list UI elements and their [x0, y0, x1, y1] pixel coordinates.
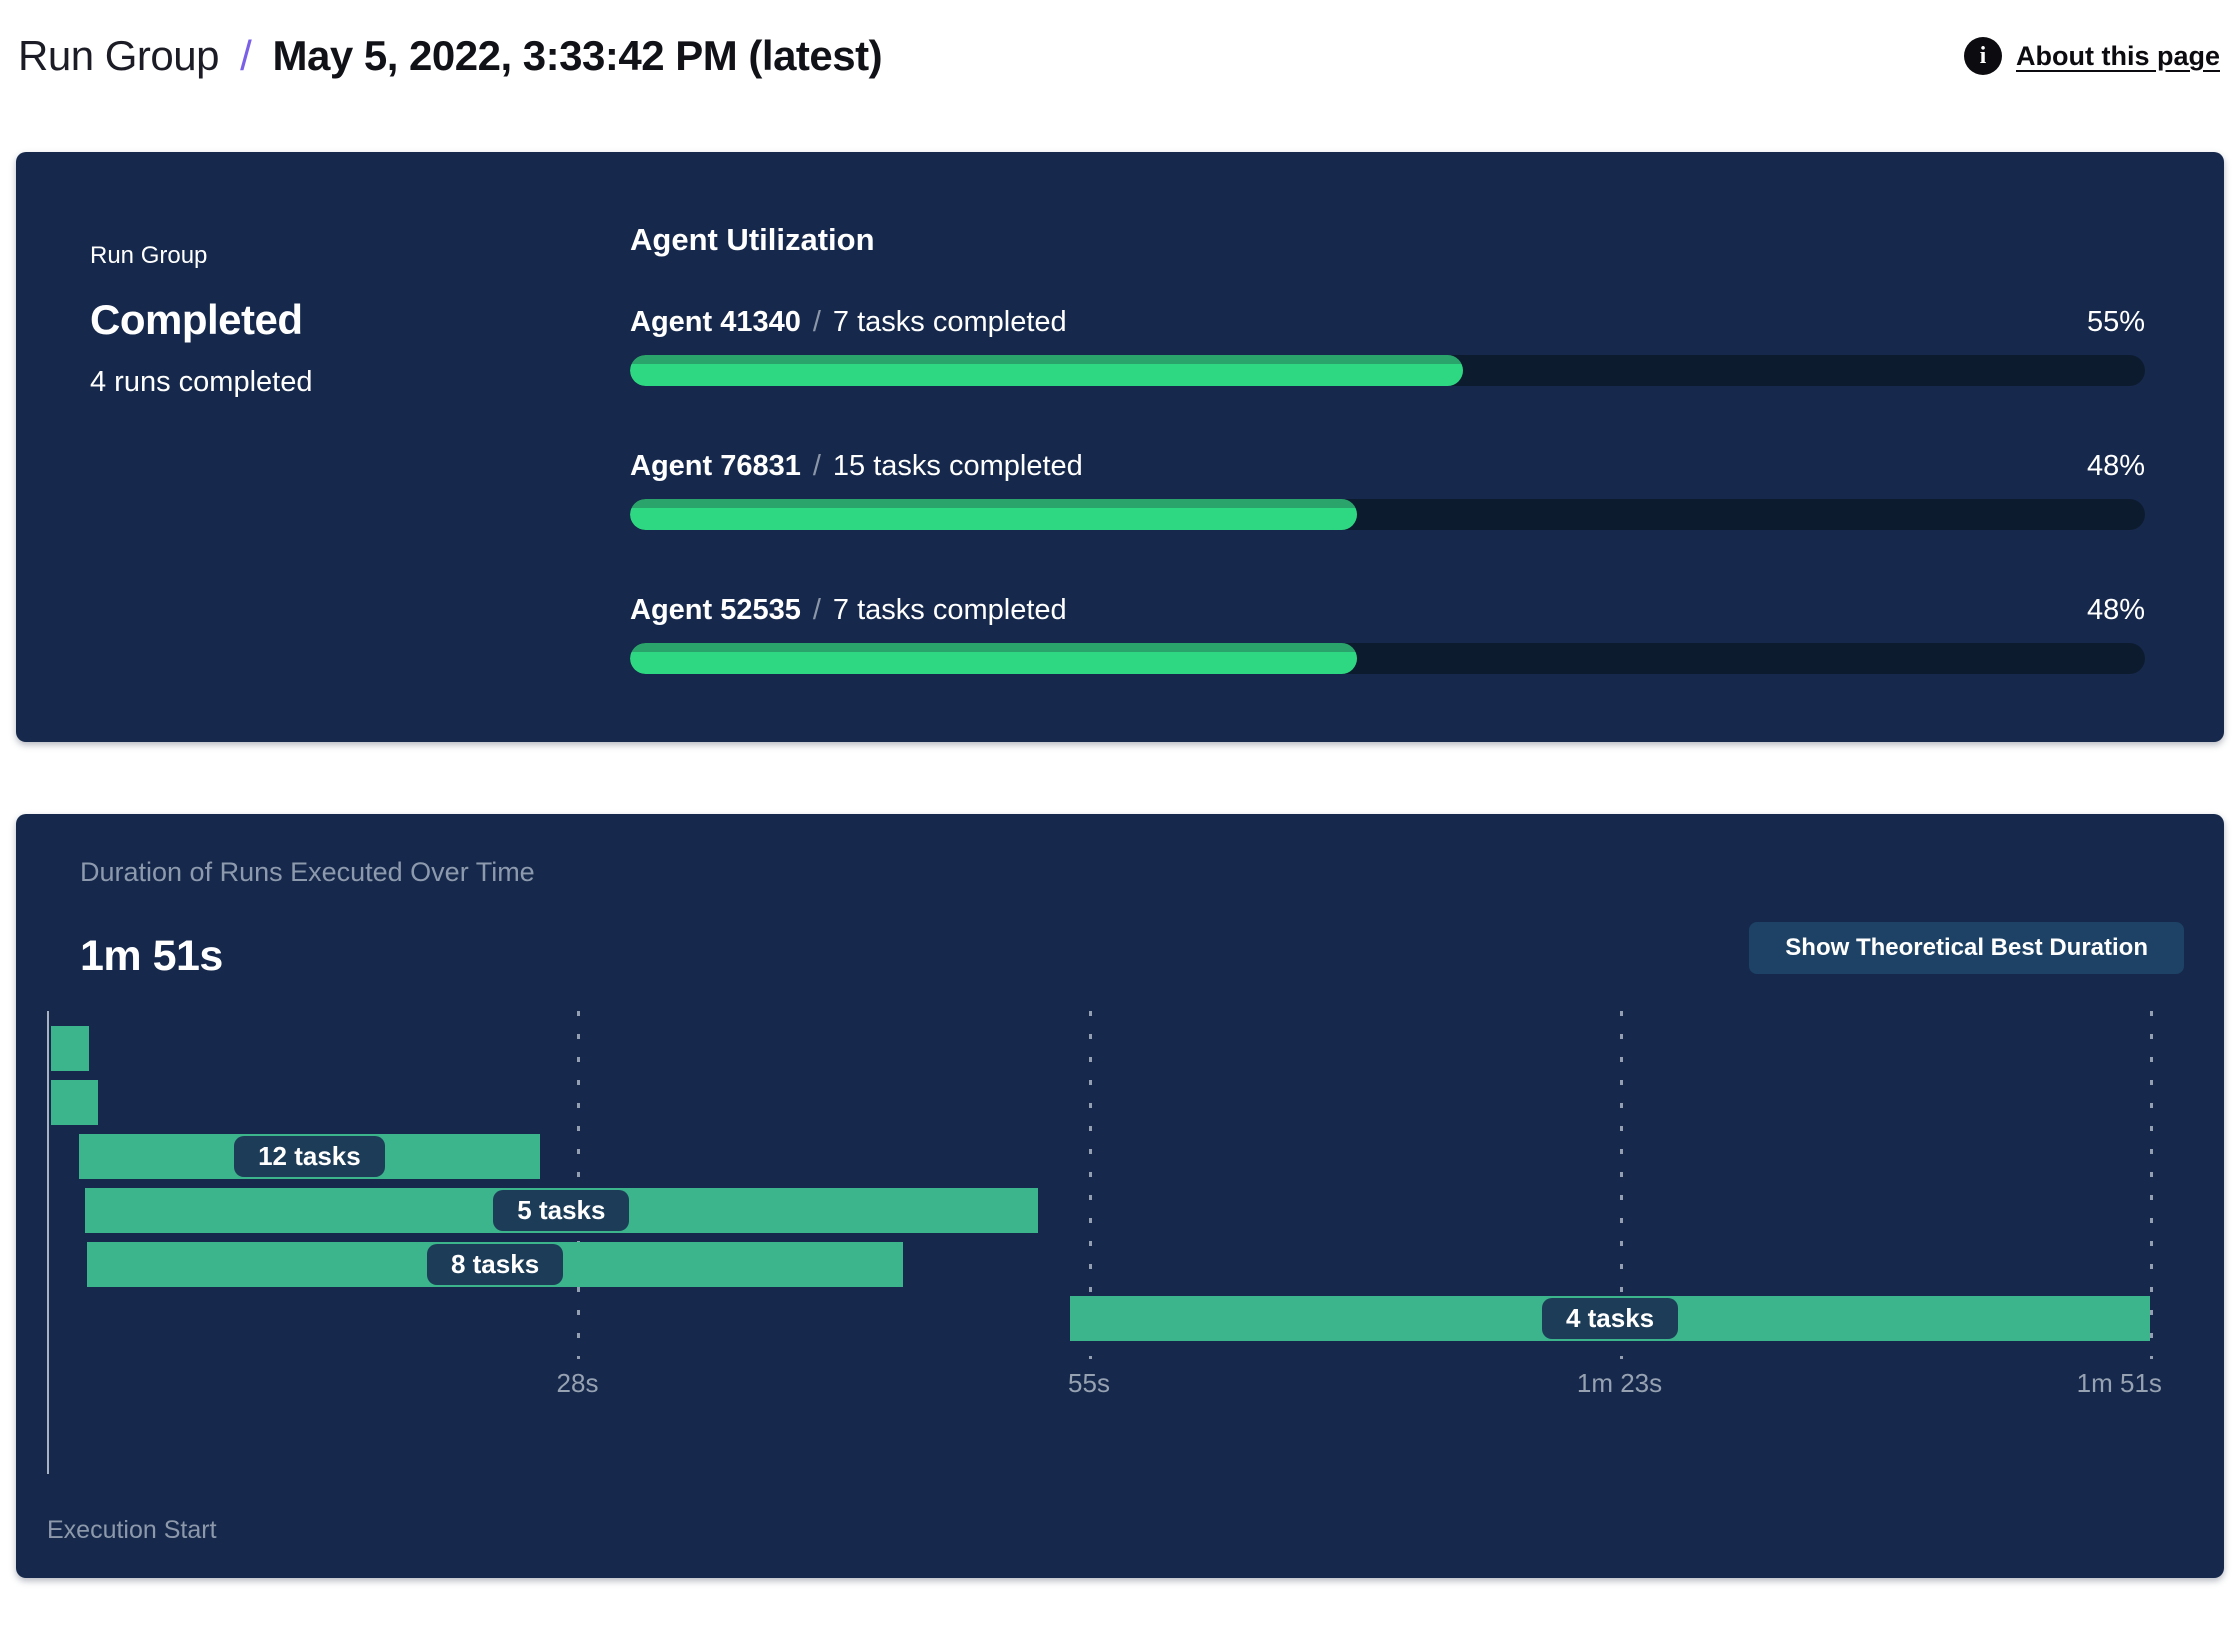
gridline-1m51s [2150, 1011, 2153, 1359]
tick-label: 1m 51s [2076, 1368, 2162, 1398]
agent-progress-track [630, 643, 2145, 674]
about-link[interactable]: i About this page [1964, 37, 2220, 75]
tick-label: 55s [1068, 1368, 1110, 1398]
task-count-pill: 4 tasks [1541, 1298, 1679, 1339]
gantt-bar: 5 tasks [84, 1188, 1038, 1233]
agent-tasks: 15 tasks completed [832, 450, 1083, 482]
run-group-summary-panel: Run Group Completed 4 runs completed Age… [16, 152, 2224, 742]
page-header: Run Group / May 5, 2022, 3:33:42 PM (lat… [0, 0, 2240, 96]
agent-separator: / [812, 306, 821, 338]
task-count-pill: 12 tasks [234, 1136, 385, 1177]
agent-utilization-section: Agent Utilization Agent 41340 / 7 tasks co… [630, 222, 2145, 742]
agent-percent: 48% [2086, 594, 2145, 626]
gridline-28s [577, 1011, 581, 1359]
agent-progress-track [630, 499, 2145, 530]
agent-row: Agent 52535 / 7 tasks completed 48% [630, 594, 2145, 674]
agent-row: Agent 41340 / 7 tasks completed 55% [630, 306, 2145, 386]
agent-separator: / [812, 594, 821, 626]
tick-label: 1m 23s [1576, 1368, 1663, 1398]
task-count-pill: 5 tasks [493, 1190, 630, 1231]
run-group-title: May 5, 2022, 3:33:42 PM (latest) [272, 32, 883, 79]
total-duration-value: 1m 51s [80, 932, 223, 980]
gantt-chart: 12 tasks 5 tasks 8 tasks 4 tasks 28s 55s… [47, 1011, 2162, 1474]
gantt-bar [50, 1080, 99, 1125]
agent-tasks: 7 tasks completed [832, 306, 1067, 338]
agent-tasks: 7 tasks completed [832, 594, 1067, 626]
agent-percent: 55% [2086, 306, 2145, 338]
agent-progress-fill [630, 355, 1464, 386]
status-completed: Completed [90, 296, 303, 343]
agent-row: Agent 76831 / 15 tasks completed 48% [630, 450, 2145, 530]
agent-name: Agent 41340 [630, 306, 801, 338]
agent-progress-fill [630, 499, 1358, 530]
tick-label: 28s [556, 1368, 599, 1398]
gantt-bar: 4 tasks [1070, 1296, 2150, 1341]
agent-percent: 48% [2086, 450, 2145, 482]
execution-start-label: Execution Start [47, 1516, 217, 1544]
show-theoretical-best-duration-button[interactable]: Show Theoretical Best Duration [1749, 922, 2184, 974]
agent-name: Agent 76831 [630, 450, 801, 482]
gantt-bar: 8 tasks [86, 1242, 904, 1287]
agent-utilization-title: Agent Utilization [630, 222, 875, 257]
duration-panel: Duration of Runs Executed Over Time 1m 5… [16, 814, 2224, 1578]
about-label[interactable]: About this page [2016, 40, 2220, 71]
page-title: Run Group / May 5, 2022, 3:33:42 PM (lat… [18, 32, 883, 80]
agent-progress-track [630, 355, 2145, 386]
gantt-bar: 12 tasks [79, 1134, 540, 1179]
gridline-55s [1089, 1011, 1093, 1359]
breadcrumb-separator: / [240, 32, 252, 79]
runs-completed: 4 runs completed [90, 366, 313, 398]
agent-separator: / [812, 450, 821, 482]
duration-chart-title: Duration of Runs Executed Over Time [80, 857, 535, 887]
gridline-1m23s [1619, 1011, 1623, 1359]
agent-progress-fill [630, 643, 1358, 674]
breadcrumb: Run Group [18, 32, 219, 79]
agent-name: Agent 52535 [630, 594, 801, 626]
run-group-label: Run Group [90, 242, 208, 269]
gantt-bar [50, 1026, 89, 1071]
execution-start-axis-line [47, 1011, 49, 1474]
run-group-status-block: Run Group Completed 4 runs completed [90, 230, 630, 742]
info-icon[interactable]: i [1964, 37, 2002, 75]
task-count-pill: 8 tasks [426, 1244, 564, 1285]
